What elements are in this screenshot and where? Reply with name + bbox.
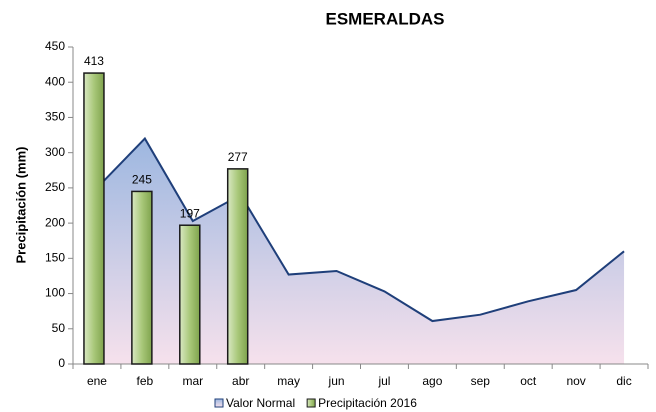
x-tick-label: jul: [377, 374, 390, 388]
x-tick-label: mar: [182, 374, 203, 388]
legend-label: Precipitación 2016: [318, 396, 417, 410]
x-tick-label: feb: [137, 374, 154, 388]
data-label: 245: [132, 173, 152, 187]
area-fill: [96, 138, 625, 364]
y-tick-label: 150: [45, 251, 65, 265]
area-line: [96, 136, 625, 323]
x-tick-label: nov: [566, 374, 585, 388]
data-label: 413: [84, 54, 104, 68]
y-axis-label: Precipitación (mm): [13, 146, 28, 263]
data-label: 277: [228, 150, 248, 164]
y-tick-label: 400: [45, 74, 65, 88]
legend-swatch: [214, 398, 224, 408]
legend-label: Valor Normal: [226, 396, 295, 410]
bar: [179, 224, 201, 365]
data-label: 197: [180, 206, 200, 220]
y-tick-label: 0: [58, 356, 65, 370]
y-tick-label: 50: [52, 321, 66, 335]
x-tick-label: oct: [520, 374, 537, 388]
y-tick-label: 450: [45, 39, 65, 53]
x-tick-label: ene: [87, 374, 107, 388]
chart-title: ESMERALDAS: [325, 9, 444, 28]
x-tick-label: may: [277, 374, 300, 388]
x-tick-label: abr: [232, 374, 249, 388]
y-tick-label: 300: [45, 145, 65, 159]
x-tick-label: jun: [328, 374, 345, 388]
legend-swatch: [306, 398, 316, 408]
y-tick-label: 350: [45, 110, 65, 124]
x-tick-label: ago: [422, 374, 442, 388]
bar: [131, 190, 153, 365]
x-tick-label: dic: [616, 374, 631, 388]
y-tick-label: 250: [45, 180, 65, 194]
y-tick-label: 200: [45, 215, 65, 229]
x-tick-label: sep: [471, 374, 491, 388]
bar: [83, 72, 105, 365]
y-tick-label: 100: [45, 286, 65, 300]
bar: [226, 168, 249, 365]
